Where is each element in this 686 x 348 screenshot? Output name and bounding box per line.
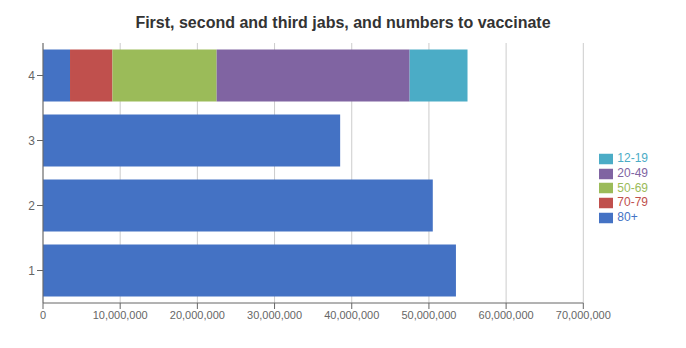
html-text:12-19: 12-19 — [617, 150, 648, 165]
svg-text:4: 4 — [28, 69, 35, 83]
svg-text:10,000,000: 10,000,000 — [93, 309, 148, 321]
svg-text:50,000,000: 50,000,000 — [401, 309, 456, 321]
html-text:First, second and third jabs,: First, second and third jabs, and number… — [135, 14, 551, 31]
svg-text:2: 2 — [28, 199, 35, 213]
svg-text:40,000,000: 40,000,000 — [324, 309, 379, 321]
svg-text:20,000,000: 20,000,000 — [170, 309, 225, 321]
svg-text:70,000,000: 70,000,000 — [556, 309, 611, 321]
html-text:70-79: 70-79 — [617, 195, 648, 210]
svg-text:1: 1 — [28, 264, 35, 278]
html-text:80+: 80+ — [617, 210, 638, 225]
svg-text:60,000,000: 60,000,000 — [479, 309, 534, 321]
svg-text:3: 3 — [28, 134, 35, 148]
svg-text:0: 0 — [40, 309, 46, 321]
html-text:50-69: 50-69 — [617, 180, 648, 195]
html-text:20-49: 20-49 — [617, 165, 648, 180]
svg-text:30,000,000: 30,000,000 — [247, 309, 302, 321]
